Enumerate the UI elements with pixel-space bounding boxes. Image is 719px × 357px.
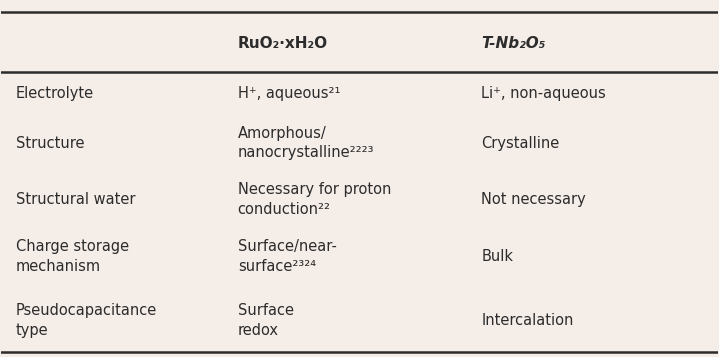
- Text: Not necessary: Not necessary: [481, 192, 586, 207]
- Text: Surface/near-
surface²³²⁴: Surface/near- surface²³²⁴: [238, 239, 336, 274]
- Text: Structure: Structure: [16, 136, 84, 151]
- Text: RuO₂·xH₂O: RuO₂·xH₂O: [238, 36, 328, 51]
- Text: Charge storage
mechanism: Charge storage mechanism: [16, 239, 129, 274]
- Text: Electrolyte: Electrolyte: [16, 86, 94, 101]
- Text: Bulk: Bulk: [481, 249, 513, 264]
- Text: Amorphous/
nanocrystalline²²²³: Amorphous/ nanocrystalline²²²³: [238, 126, 375, 161]
- Text: Pseudocapacitance
type: Pseudocapacitance type: [16, 303, 157, 338]
- Text: T-Nb₂O₅: T-Nb₂O₅: [481, 36, 546, 51]
- Text: Intercalation: Intercalation: [481, 313, 574, 328]
- Text: Structural water: Structural water: [16, 192, 135, 207]
- Text: Crystalline: Crystalline: [481, 136, 559, 151]
- Text: Necessary for proton
conduction²²: Necessary for proton conduction²²: [238, 182, 391, 217]
- Text: Surface
redox: Surface redox: [238, 303, 294, 338]
- Text: H⁺, aqueous²¹: H⁺, aqueous²¹: [238, 86, 340, 101]
- Text: Li⁺, non-aqueous: Li⁺, non-aqueous: [481, 86, 606, 101]
